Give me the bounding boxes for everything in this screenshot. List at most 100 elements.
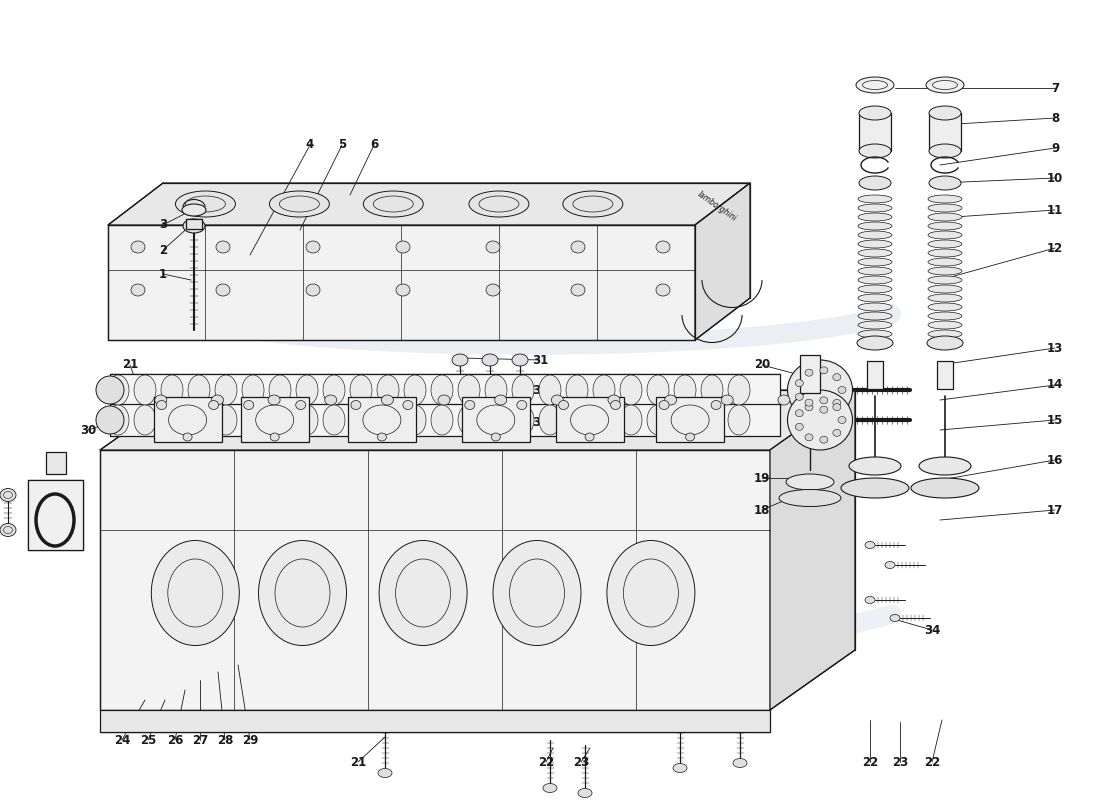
Ellipse shape	[131, 241, 145, 253]
Polygon shape	[348, 397, 416, 442]
Text: 3: 3	[158, 218, 167, 231]
Ellipse shape	[270, 405, 292, 435]
Ellipse shape	[465, 401, 475, 410]
Ellipse shape	[788, 390, 853, 450]
Ellipse shape	[858, 294, 892, 302]
Ellipse shape	[539, 405, 561, 435]
Ellipse shape	[664, 395, 676, 405]
Ellipse shape	[268, 395, 280, 405]
Ellipse shape	[458, 405, 480, 435]
Ellipse shape	[306, 284, 320, 296]
Text: 25: 25	[140, 734, 156, 746]
Ellipse shape	[928, 267, 962, 275]
Ellipse shape	[927, 336, 962, 350]
Ellipse shape	[578, 789, 592, 798]
Text: 32: 32	[532, 383, 548, 397]
Ellipse shape	[928, 285, 962, 293]
Text: eurospares: eurospares	[500, 558, 659, 582]
Ellipse shape	[0, 523, 16, 537]
Text: 30: 30	[80, 423, 96, 437]
Ellipse shape	[858, 231, 892, 239]
Text: 28: 28	[217, 734, 233, 746]
Ellipse shape	[820, 397, 828, 404]
Ellipse shape	[928, 213, 962, 221]
Text: 13: 13	[1047, 342, 1063, 354]
Polygon shape	[100, 390, 855, 450]
Ellipse shape	[458, 375, 480, 405]
Ellipse shape	[188, 405, 210, 435]
Ellipse shape	[858, 330, 892, 338]
Ellipse shape	[728, 405, 750, 435]
Ellipse shape	[214, 375, 236, 405]
Ellipse shape	[647, 405, 669, 435]
Ellipse shape	[296, 405, 318, 435]
Bar	[800, 355, 820, 393]
Ellipse shape	[403, 401, 412, 410]
Text: 31: 31	[532, 354, 548, 366]
Ellipse shape	[865, 542, 874, 549]
Ellipse shape	[512, 375, 534, 405]
Text: 12: 12	[1047, 242, 1063, 254]
Text: 7: 7	[1050, 82, 1059, 94]
Ellipse shape	[363, 191, 424, 217]
Ellipse shape	[786, 474, 834, 490]
Ellipse shape	[161, 375, 183, 405]
Ellipse shape	[485, 375, 507, 405]
Bar	[46, 452, 66, 474]
Ellipse shape	[323, 375, 345, 405]
Ellipse shape	[107, 375, 129, 405]
Ellipse shape	[438, 395, 450, 405]
Ellipse shape	[378, 769, 392, 778]
Text: 14: 14	[1047, 378, 1064, 391]
Ellipse shape	[0, 489, 16, 502]
Ellipse shape	[805, 399, 813, 406]
Ellipse shape	[926, 77, 964, 93]
Ellipse shape	[865, 597, 874, 603]
Ellipse shape	[382, 395, 394, 405]
Ellipse shape	[182, 204, 206, 216]
Ellipse shape	[795, 380, 803, 386]
Ellipse shape	[134, 405, 156, 435]
Text: 21: 21	[350, 755, 366, 769]
Ellipse shape	[656, 284, 670, 296]
Ellipse shape	[404, 375, 426, 405]
Text: eurospares: eurospares	[151, 558, 309, 582]
Text: 34: 34	[924, 623, 940, 637]
Ellipse shape	[701, 375, 723, 405]
Ellipse shape	[551, 395, 563, 405]
Ellipse shape	[833, 374, 840, 381]
Ellipse shape	[620, 375, 642, 405]
Bar	[930, 113, 961, 151]
Text: 2: 2	[158, 243, 167, 257]
Ellipse shape	[928, 312, 962, 320]
Ellipse shape	[492, 433, 500, 441]
Ellipse shape	[805, 369, 813, 376]
Ellipse shape	[685, 433, 694, 441]
Polygon shape	[28, 480, 82, 550]
Polygon shape	[100, 710, 770, 732]
Text: 22: 22	[538, 755, 554, 769]
Text: 6: 6	[370, 138, 378, 151]
Ellipse shape	[216, 284, 230, 296]
Ellipse shape	[96, 406, 124, 434]
Ellipse shape	[469, 191, 529, 217]
Ellipse shape	[857, 336, 893, 350]
Ellipse shape	[805, 434, 813, 441]
Text: 23: 23	[892, 755, 909, 769]
Ellipse shape	[131, 284, 145, 296]
Ellipse shape	[270, 191, 329, 217]
Ellipse shape	[858, 321, 892, 329]
Ellipse shape	[152, 541, 240, 646]
Ellipse shape	[486, 284, 500, 296]
Text: 29: 29	[242, 734, 258, 746]
Polygon shape	[241, 397, 309, 442]
Text: 33: 33	[532, 415, 548, 429]
Ellipse shape	[559, 401, 569, 410]
Ellipse shape	[107, 405, 129, 435]
Ellipse shape	[377, 433, 386, 441]
Ellipse shape	[188, 375, 210, 405]
Ellipse shape	[593, 405, 615, 435]
Ellipse shape	[928, 321, 962, 329]
Text: 21: 21	[122, 358, 139, 371]
Bar	[937, 361, 953, 389]
